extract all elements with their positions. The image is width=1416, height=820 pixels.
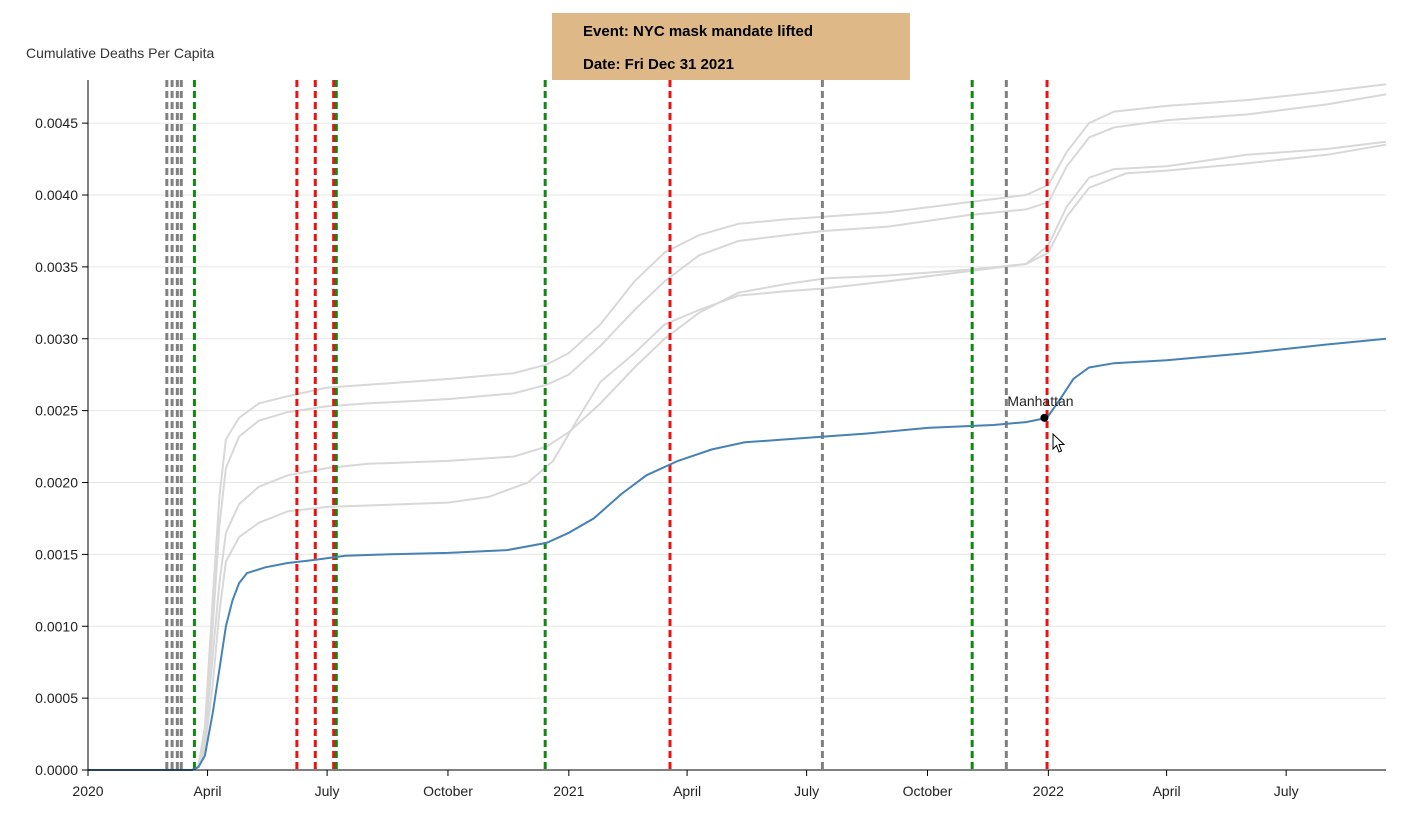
x-tick-label: October <box>423 783 473 799</box>
grid-lines <box>88 122 1386 699</box>
tooltip-date-text: Date: Fri Dec 31 2021 <box>583 56 734 73</box>
y-tick-label: 0.0035 <box>35 259 78 275</box>
y-tick-label: 0.0015 <box>35 546 78 562</box>
y-tick-label: 0.0040 <box>35 187 78 203</box>
y-tick-label: 0.0020 <box>35 475 78 491</box>
y-tick-label: 0.0030 <box>35 331 78 347</box>
event-lines-group <box>165 80 1049 770</box>
hover-series-label: Manhattan <box>1007 393 1073 409</box>
x-tick-label: April <box>194 783 222 799</box>
background-series-group <box>88 83 1387 771</box>
x-tick-label: April <box>673 783 701 799</box>
y-tick-label: 0.0010 <box>35 618 78 634</box>
event-tooltip: Event: NYC mask mandate lifted Date: Fri… <box>552 13 910 80</box>
x-tick-label: October <box>903 783 953 799</box>
y-tick-label: 0.0025 <box>35 403 78 419</box>
x-tick-label: 2022 <box>1033 783 1064 799</box>
series-line-4[interactable] <box>88 143 1387 771</box>
hover-point[interactable] <box>1040 413 1049 422</box>
x-tick-label: 2020 <box>72 783 103 799</box>
highlight-series-group <box>88 337 1387 771</box>
x-tick-label: July <box>794 783 819 799</box>
y-tick-label: 0.0045 <box>35 115 78 131</box>
y-tick-label: 0.0000 <box>35 762 78 778</box>
hover-group: Manhattan <box>1007 393 1074 422</box>
x-tick-label: April <box>1153 783 1181 799</box>
x-tick-label: July <box>315 783 340 799</box>
mouse-cursor-icon <box>1052 433 1066 453</box>
y-axis: 0.0000 0.0005 0.0010 0.0015 0.0020 0.0025 0.00… <box>35 80 89 778</box>
tooltip-event-text: Event: NYC mask mandate lifted <box>583 23 814 40</box>
x-tick-label: 2021 <box>553 783 584 799</box>
series-line-3[interactable] <box>88 140 1387 771</box>
series-line-1[interactable] <box>88 83 1387 771</box>
y-tick-label: 0.0005 <box>35 690 78 706</box>
x-axis: 2020 April July October 2021 April July October… <box>72 769 1386 799</box>
series-line-manhattan[interactable] <box>88 337 1387 771</box>
x-tick-label: July <box>1274 783 1299 799</box>
series-line-2[interactable] <box>88 93 1387 771</box>
y-axis-title: Cumulative Deaths Per Capita <box>26 45 215 61</box>
